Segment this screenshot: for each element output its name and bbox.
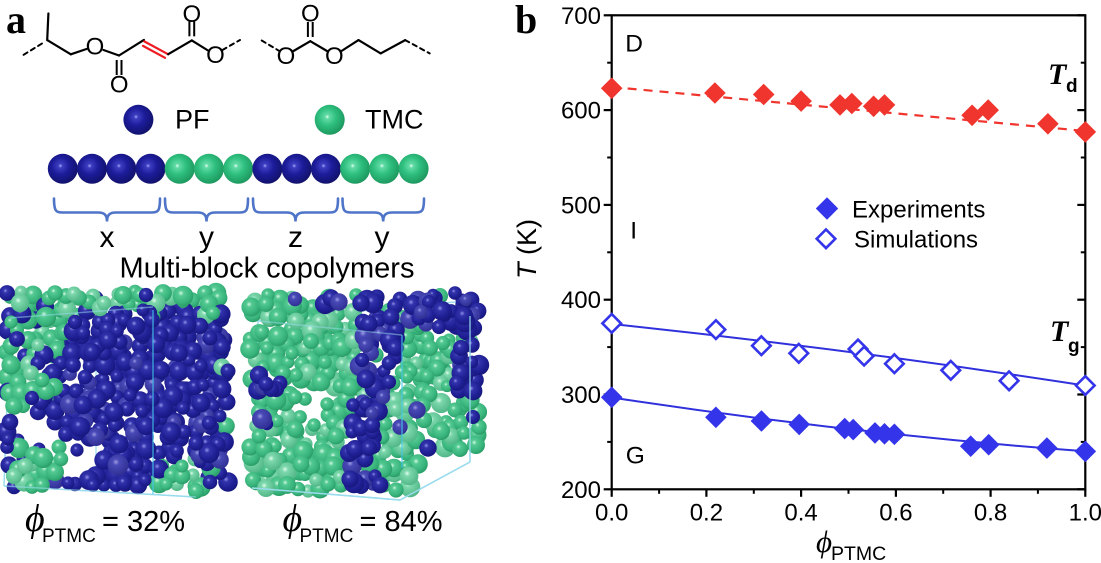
svg-text:b: b	[515, 0, 537, 42]
svg-text:1.0: 1.0	[1069, 500, 1101, 527]
svg-text:PF: PF	[175, 104, 210, 134]
svg-text:T (K): T (K)	[512, 219, 542, 279]
svg-text:Multi-block copolymers: Multi-block copolymers	[120, 253, 415, 285]
svg-text:d: d	[1066, 76, 1078, 97]
svg-text:0.4: 0.4	[784, 500, 817, 527]
svg-text:Experiments: Experiments	[852, 197, 985, 224]
svg-text:O: O	[301, 1, 320, 28]
svg-text:500: 500	[561, 192, 601, 219]
svg-text:y: y	[375, 221, 390, 254]
svg-text:T: T	[1048, 58, 1068, 91]
svg-text:ϕ: ϕ	[816, 524, 832, 559]
svg-text:200: 200	[561, 477, 601, 504]
svg-text:Simulations: Simulations	[854, 227, 978, 254]
svg-text:0.8: 0.8	[974, 500, 1007, 527]
svg-text:I: I	[630, 217, 637, 244]
svg-text:700: 700	[561, 3, 601, 30]
svg-text:TMC: TMC	[365, 104, 423, 134]
svg-text:ϕ: ϕ	[25, 498, 45, 540]
svg-text:0.6: 0.6	[879, 500, 912, 527]
svg-text:z: z	[288, 221, 303, 254]
svg-text:D: D	[625, 31, 643, 58]
svg-text:a: a	[6, 0, 26, 42]
svg-text:O: O	[206, 42, 225, 69]
svg-text:0.2: 0.2	[690, 500, 723, 527]
svg-text:O: O	[325, 43, 344, 70]
svg-text:PTMC: PTMC	[300, 526, 354, 547]
svg-text:G: G	[626, 443, 645, 470]
svg-text:= 32%: = 32%	[102, 506, 185, 538]
svg-text:0.0: 0.0	[595, 500, 628, 527]
svg-text:300: 300	[561, 382, 601, 409]
svg-text:y: y	[199, 221, 214, 254]
svg-text:400: 400	[561, 287, 601, 314]
svg-text:PTMC: PTMC	[831, 543, 886, 563]
svg-text:O: O	[182, 1, 201, 28]
svg-text:O: O	[277, 43, 296, 70]
svg-text:PTMC: PTMC	[42, 526, 96, 547]
svg-text:O: O	[86, 34, 105, 61]
svg-text:= 84%: = 84%	[360, 506, 443, 538]
svg-text:O: O	[110, 72, 129, 99]
svg-text:T: T	[1050, 315, 1070, 348]
svg-text:x: x	[100, 221, 115, 254]
svg-text:ϕ: ϕ	[283, 498, 303, 540]
svg-text:g: g	[1068, 336, 1080, 357]
svg-text:600: 600	[561, 98, 601, 125]
